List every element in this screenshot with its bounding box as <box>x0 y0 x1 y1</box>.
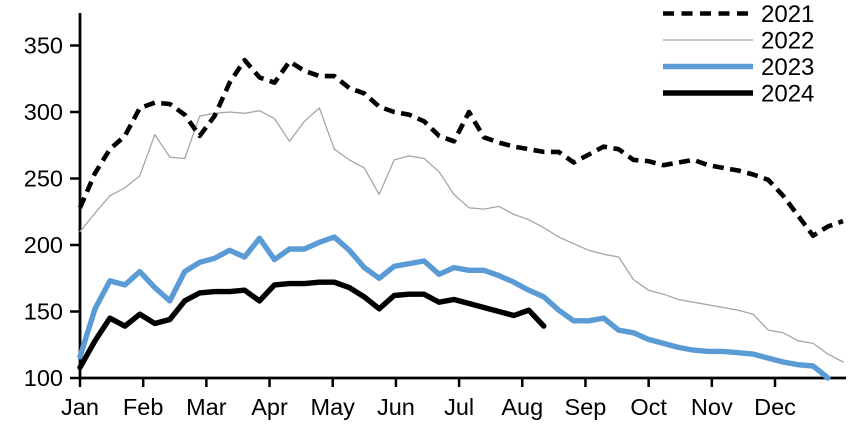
y-axis-label: 150 <box>24 299 63 325</box>
x-axis-label: Apr <box>251 394 288 420</box>
legend-label-2023: 2023 <box>761 54 814 81</box>
y-axis-label: 250 <box>24 166 63 192</box>
axes <box>70 13 846 387</box>
x-axis-label: Jul <box>444 394 474 420</box>
legend-label-2021: 2021 <box>761 1 814 28</box>
x-axis-label: Jan <box>61 394 99 420</box>
y-axis-label: 200 <box>24 232 63 258</box>
y-axis-label: 100 <box>24 365 63 391</box>
x-axis-label: Feb <box>123 394 164 420</box>
x-axis-label: Jun <box>377 394 415 420</box>
x-axis-label: Mar <box>186 394 227 420</box>
x-axis-labels: Jan Feb Mar Apr May Jun Jul Aug Sep Oct Nov Dec <box>61 394 796 420</box>
series-line-2022 <box>79 107 844 363</box>
legend-label-2022: 2022 <box>761 28 814 55</box>
series-line-2023 <box>77 234 831 381</box>
x-axis-label: Dec <box>754 394 796 420</box>
series-line-2024 <box>77 279 547 371</box>
x-axis-label: May <box>311 394 356 420</box>
x-axis-label: Aug <box>501 394 543 420</box>
series-line-2021 <box>77 57 844 238</box>
legend-label-2024: 2024 <box>761 81 814 108</box>
y-axis-labels: 100 150 200 250 300 350 <box>24 33 63 392</box>
x-axis-label: Oct <box>630 394 667 420</box>
x-axis-label: Nov <box>691 394 733 420</box>
series-lines <box>77 57 844 381</box>
y-axis-label: 300 <box>24 99 63 125</box>
y-axis-label: 350 <box>24 33 63 59</box>
x-axis-label: Sep <box>565 394 607 420</box>
